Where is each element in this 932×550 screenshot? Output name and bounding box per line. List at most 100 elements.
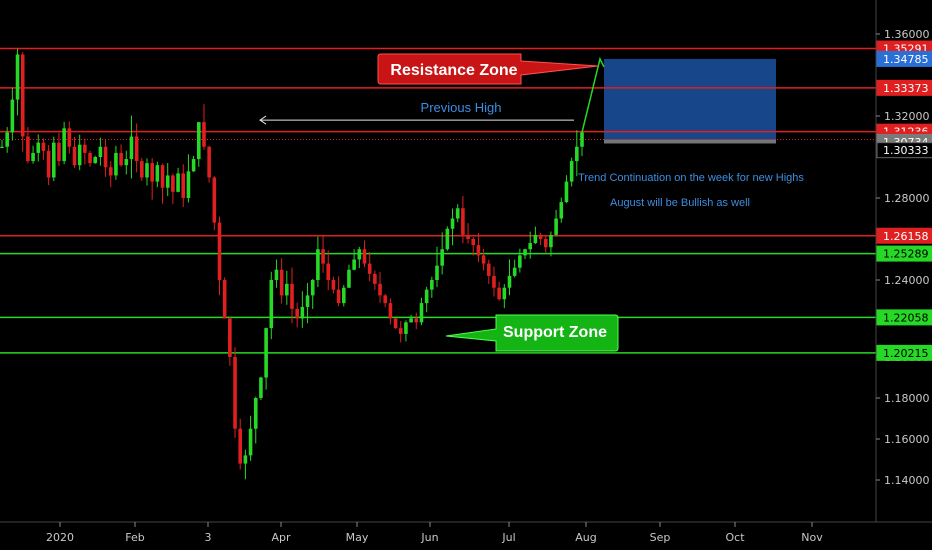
candle-body — [222, 280, 227, 319]
time-axis[interactable]: 2020 Feb 3 Apr May Jun Jul Aug Sep Oct Nov — [0, 521, 932, 544]
price-tag: 1.34785 — [876, 50, 932, 67]
candle-body — [492, 275, 496, 288]
candle-body — [523, 249, 527, 256]
price-tag: 1.33373 — [876, 79, 932, 96]
time-tick-label: Oct — [725, 531, 745, 544]
candle-body — [0, 146, 4, 148]
projection-line — [581, 56, 605, 133]
previous-high-arrow-head — [259, 115, 267, 125]
candle-body — [512, 267, 517, 276]
horizontal-levels — [0, 47, 876, 354]
price-tag-bg — [876, 142, 932, 159]
price-tag: 1.22058 — [876, 309, 932, 326]
candle-body — [269, 280, 274, 329]
candle-body — [316, 249, 320, 280]
candle-body — [543, 239, 548, 248]
candle-body — [46, 150, 51, 178]
candle-body — [305, 295, 310, 307]
candle-body — [5, 132, 9, 147]
target-zone — [604, 58, 776, 144]
candle-body — [367, 263, 372, 274]
candle-body — [72, 146, 77, 166]
candle-body — [259, 377, 263, 398]
candle-body — [538, 234, 543, 239]
candle-body — [310, 280, 315, 296]
candle-body — [486, 263, 491, 276]
stop-zone-box — [604, 139, 776, 144]
candle-body — [98, 146, 103, 157]
candle-body — [176, 173, 180, 192]
candle-body — [285, 283, 289, 296]
candle-body — [336, 289, 341, 304]
candle-body — [398, 328, 403, 334]
candle-body — [559, 202, 564, 219]
candle-body — [36, 142, 41, 153]
candle-body — [466, 234, 470, 239]
price-tick-label: 1.18000 — [884, 392, 930, 405]
candle-body — [31, 152, 35, 162]
candle-body — [476, 245, 481, 256]
candle-body — [279, 269, 284, 296]
candle-body — [202, 122, 206, 147]
price-tag-label: 1.33373 — [883, 82, 929, 95]
candle-body — [424, 289, 429, 304]
candle-body — [378, 283, 382, 296]
price-tag: 1.25289 — [876, 245, 932, 262]
candle-body — [404, 322, 408, 334]
time-tick-label: Nov — [801, 531, 823, 544]
candle-body — [196, 122, 201, 160]
price-tag-label: 1.20215 — [883, 347, 929, 360]
time-tick-label: Aug — [575, 531, 596, 544]
candle-body — [554, 218, 558, 235]
candle-body — [341, 287, 346, 304]
drawings: Previous High — [259, 56, 605, 133]
candle-body — [181, 173, 186, 198]
candle-body — [114, 152, 118, 176]
candle-body — [217, 222, 222, 280]
time-tick-label: Apr — [271, 531, 291, 544]
candle-body — [445, 228, 450, 250]
candle-body — [15, 54, 20, 100]
candle-body — [357, 249, 362, 260]
candle-body — [264, 328, 268, 378]
candle-body — [450, 218, 455, 229]
candle-body — [481, 255, 486, 264]
price-tag-label: 1.22058 — [883, 311, 929, 324]
candle-body — [352, 259, 356, 270]
previous-high-label: Previous High — [421, 100, 502, 115]
time-tick-label: May — [346, 531, 369, 544]
candle-body — [150, 163, 154, 182]
candle-body — [134, 136, 139, 162]
candle-body — [26, 136, 30, 162]
resistance-callout: Resistance Zone — [377, 53, 599, 85]
candle-body — [549, 234, 553, 248]
price-tag: 1.26158 — [876, 227, 932, 244]
candle-body — [243, 455, 248, 464]
resistance-callout-shape — [377, 53, 599, 85]
candle-body — [373, 273, 377, 284]
candle-body — [569, 161, 574, 182]
candle-body — [440, 249, 444, 266]
candle-body — [103, 146, 108, 168]
price-tag-bg — [876, 245, 932, 262]
price-tag-bg — [876, 79, 932, 96]
candle-body — [212, 177, 217, 223]
price-tag: 1.20215 — [876, 344, 932, 361]
price-tag-label: 1.30333 — [883, 144, 929, 157]
candle-body — [430, 280, 434, 290]
candle-body — [248, 428, 253, 456]
price-tick-label: 1.32000 — [884, 110, 930, 123]
candle-body — [10, 99, 15, 133]
candle-body — [290, 283, 294, 309]
candle-body — [207, 146, 211, 178]
candle-body — [253, 398, 258, 429]
price-tag-bg — [876, 309, 932, 326]
price-axis[interactable]: 1.360001.320001.280001.240001.200001.180… — [875, 0, 932, 522]
candle-body — [321, 249, 325, 264]
candle-body — [409, 318, 413, 323]
candle-body — [83, 144, 87, 153]
candle-body — [507, 275, 512, 288]
candle-body — [383, 295, 388, 304]
candle-body — [129, 136, 134, 160]
